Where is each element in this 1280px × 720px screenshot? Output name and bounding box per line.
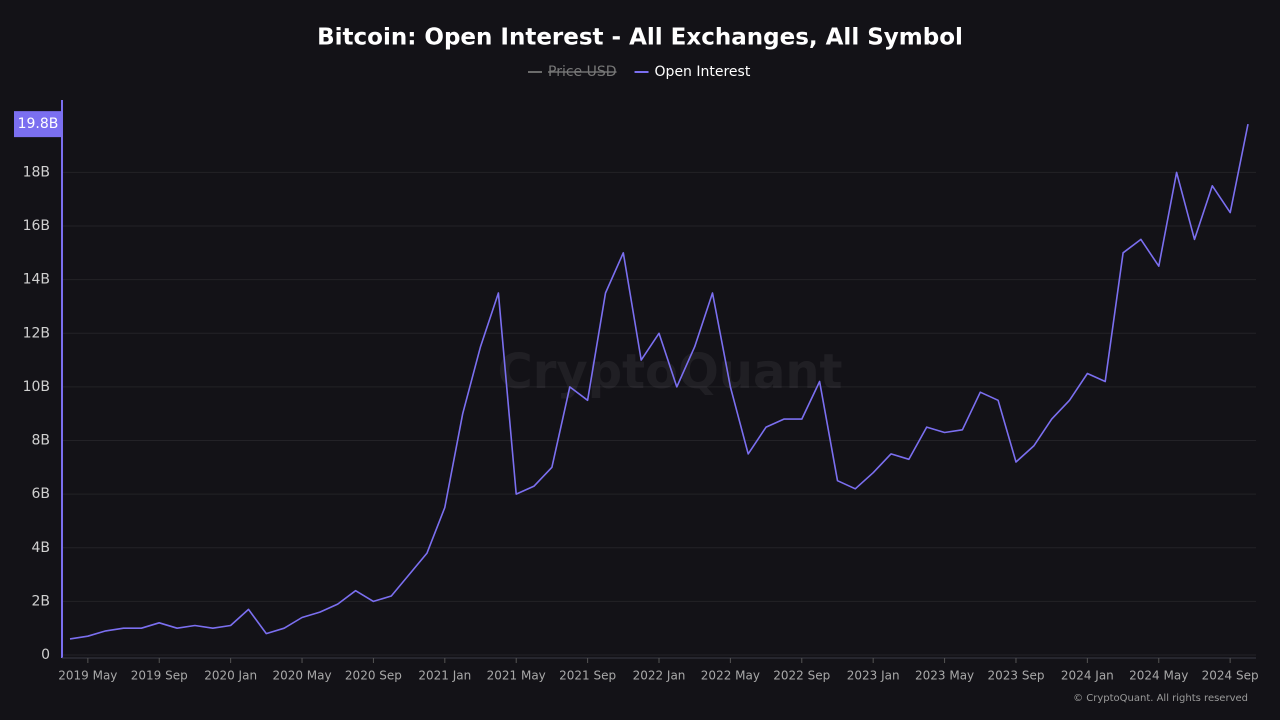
x-tick-label: 2023 Jan (847, 669, 900, 683)
chart-title: Bitcoin: Open Interest - All Exchanges, … (317, 25, 963, 51)
legend-label: Price USD (548, 64, 617, 80)
watermark: CryptoQuant (498, 344, 843, 400)
y-tick-label: 16B (23, 218, 50, 234)
footer: © CryptoQuant. All rights reserved (1073, 693, 1248, 704)
x-tick-label: 2021 May (487, 669, 546, 683)
x-tick-label: 2024 Jan (1061, 669, 1114, 683)
x-tick-label: 2022 Sep (773, 669, 830, 683)
x-tick-label: 2021 Sep (559, 669, 616, 683)
x-tick-label: 2024 Sep (1202, 669, 1259, 683)
x-tick-label: 2023 May (915, 669, 974, 683)
x-tick-label: 2019 Sep (131, 669, 188, 683)
y-tick-label: 18B (23, 164, 50, 180)
legend-label: Open Interest (655, 64, 751, 80)
x-tick-label: 2024 May (1129, 669, 1188, 683)
y-tick-label: 4B (31, 540, 50, 556)
y-tick-label: 10B (23, 379, 50, 395)
y-tick-label: 12B (23, 325, 50, 341)
value-marker (14, 111, 62, 138)
y-tick-label: 0 (41, 647, 50, 663)
data-line (69, 123, 1249, 640)
x-tick-label: 2021 Jan (418, 669, 471, 683)
y-tick-label: 6B (31, 486, 50, 502)
value-marker-label: 19.8B (18, 116, 59, 132)
y-tick-label: 2B (31, 593, 50, 609)
x-tick-label: 2020 May (272, 669, 331, 683)
x-tick-label: 2020 Sep (345, 669, 402, 683)
y-tick-label: 8B (31, 433, 50, 449)
x-tick-label: 2022 May (701, 669, 760, 683)
x-tick-label: 2020 Jan (204, 669, 257, 683)
x-tick-label: 2019 May (58, 669, 117, 683)
x-tick-label: 2023 Sep (987, 669, 1044, 683)
x-tick-label: 2022 Jan (633, 669, 686, 683)
y-tick-label: 14B (23, 272, 50, 288)
